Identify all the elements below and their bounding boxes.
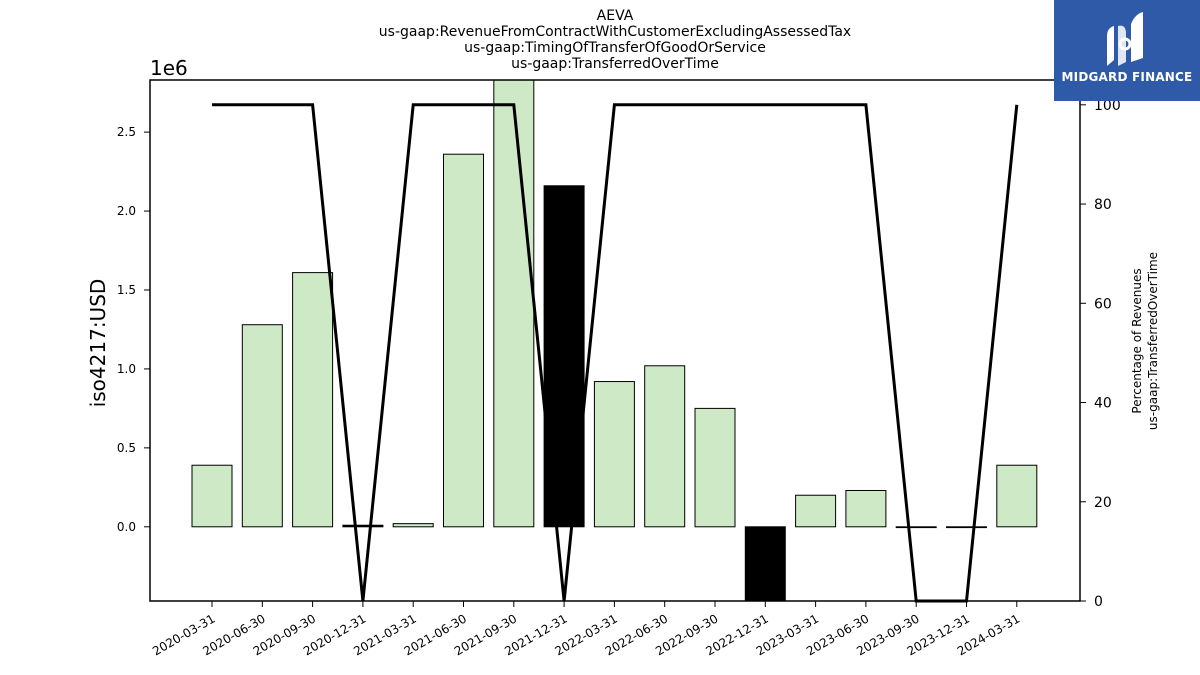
y-left-tick-label: 0.5	[117, 441, 136, 455]
bar-2020-09-30	[292, 272, 334, 528]
y-left-tick-label: 1.5	[117, 283, 136, 297]
y-right-tick-label: 60	[1094, 296, 1112, 312]
bar-2023-12-31	[946, 526, 987, 529]
y-left-tick-label: 1.0	[117, 362, 136, 376]
y-left-tick-label: 2.5	[117, 125, 136, 139]
bar-2023-06-30	[845, 489, 887, 528]
bar-2020-03-31	[191, 464, 233, 528]
y-right-tick-label: 40	[1094, 396, 1112, 412]
bar-2023-09-30	[895, 526, 937, 529]
y-right-tick-label: 20	[1094, 495, 1112, 511]
bar-2022-06-30	[644, 365, 686, 528]
bar-2022-09-30	[694, 407, 736, 528]
bar-2022-12-31	[744, 526, 786, 602]
y-right-tick-label: 0	[1094, 594, 1103, 610]
chart-title-line-2: us-gaap:RevenueFromContractWithCustomerE…	[378, 24, 852, 40]
bar-2021-06-30	[443, 153, 484, 528]
bar-2020-06-30	[241, 324, 283, 528]
brand-logo: MIDGARD FINANCE	[1054, 0, 1200, 101]
chart-title-line-1: AEVA	[596, 8, 634, 24]
bar-2022-03-31	[593, 381, 635, 528]
plot-frame	[149, 79, 1081, 602]
y-right-tick-label: 80	[1094, 197, 1112, 213]
y-left-tick-label: 0.0	[117, 520, 136, 534]
y-left-tick-label: 2.0	[117, 204, 136, 218]
logo-icon	[1107, 12, 1143, 67]
percentage-line	[212, 103, 1019, 603]
bar-2021-03-31	[392, 523, 434, 528]
bar-2024-03-31	[996, 464, 1038, 528]
bar-2023-03-31	[795, 494, 837, 528]
y-axis-scale-label: 1e6	[150, 56, 188, 80]
y-right-tick-label: 100	[1094, 98, 1121, 114]
bar-2021-09-30	[493, 79, 535, 528]
chart-title-line-4: us-gaap:TransferredOverTime	[511, 56, 719, 72]
bar-2020-12-31	[342, 524, 384, 528]
chart-title-line-3: us-gaap:TimingOfTransferOfGoodOrService	[464, 40, 766, 56]
logo-text: MIDGARD FINANCE	[1061, 70, 1193, 84]
